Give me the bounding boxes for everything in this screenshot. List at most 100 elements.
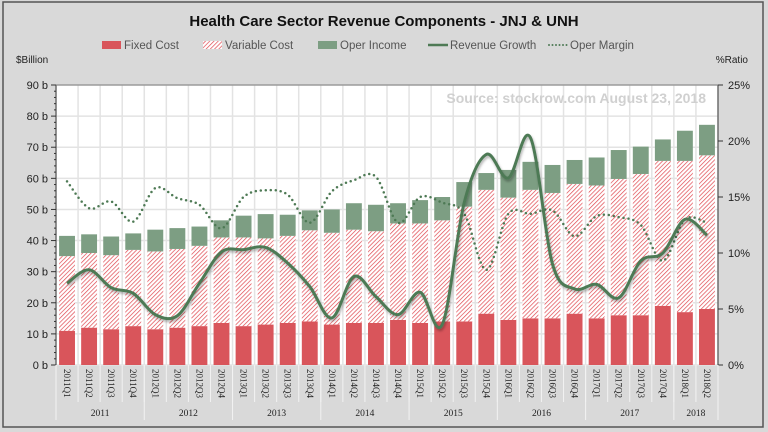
variable-cost-bar (213, 237, 230, 323)
variable-cost-bar (368, 231, 384, 323)
variable-cost-bar (301, 230, 318, 322)
variable-cost-bar (81, 253, 98, 328)
fixed-cost-bar (279, 323, 296, 365)
fixed-cost-bar (500, 319, 517, 365)
left-tick-label: 50 b (27, 204, 48, 216)
variable-cost-bar (478, 189, 495, 314)
fixed-cost-bar (412, 323, 429, 365)
x-tick-label: 2013Q1 (239, 369, 249, 398)
variable-cost-bar (522, 189, 539, 319)
fixed-cost-bar (103, 329, 120, 365)
variable-cost-bar (125, 249, 142, 327)
left-tick-label: 30 b (27, 267, 48, 279)
oper-income-bar (213, 220, 230, 238)
lines (65, 133, 709, 330)
fixed-cost-bar (522, 318, 539, 365)
x-tick-label: 2017Q2 (614, 369, 624, 398)
variable-cost-bar (59, 256, 75, 331)
year-label: 2015 (444, 409, 463, 419)
oper-income-bar (478, 173, 495, 190)
left-tick-label: 80 b (27, 111, 48, 123)
variable-cost-bar (279, 235, 296, 323)
oper-income-bar (125, 233, 142, 250)
year-label: 2011 (91, 409, 110, 419)
x-tick-label: 2011Q2 (84, 369, 94, 398)
oper-income-bar (345, 203, 362, 230)
axes: 0 b 10 b 20 b 30 b 40 b 50 b 60 b 70 b 80 b 90 b 0… (27, 80, 751, 372)
oper-income-bar (59, 235, 75, 257)
variable-cost-bar (632, 173, 649, 316)
fixed-cost-bar (301, 321, 318, 365)
variable-cost-bar (191, 245, 208, 327)
oper-income-bar (676, 130, 693, 161)
left-axis-label: $Billion (16, 55, 48, 66)
left-tick-label: 70 b (27, 142, 48, 154)
legend-label: Oper Margin (570, 40, 634, 52)
oper-income-bar (235, 215, 252, 238)
fixed-cost-bar (257, 324, 274, 365)
fixed-cost-bar (478, 313, 495, 365)
fixed-cost-bar (456, 321, 473, 365)
variable-cost-bar (566, 183, 583, 314)
x-tick-label: 2014Q4 (393, 369, 403, 398)
fixed-cost-bar (81, 327, 98, 365)
fixed-cost-bar (676, 312, 693, 365)
x-tick-label: 2016Q2 (525, 369, 535, 398)
x-tick-label: 2016Q4 (570, 369, 580, 398)
x-tick-label: 2014Q2 (349, 369, 359, 398)
legend-label: Revenue Growth (450, 40, 536, 52)
fixed-cost-bar (323, 324, 340, 365)
watermark: Source: stockrow.com August 23, 2018 (446, 90, 706, 106)
left-tick-label: 90 b (27, 80, 48, 92)
oper-income-bar (368, 204, 384, 232)
fixed-cost-bar (566, 313, 583, 365)
fixed-cost-bar (191, 326, 208, 365)
left-tick-label: 10 b (27, 329, 48, 341)
x-tick-label: 2016Q3 (548, 369, 558, 398)
legend-swatch (102, 41, 121, 49)
year-label: 2012 (179, 409, 198, 419)
variable-cost-bar (412, 223, 429, 323)
fixed-cost-bar (213, 323, 230, 365)
revenue-growth-line (66, 133, 708, 330)
variable-cost-bar (456, 206, 473, 322)
year-label: 2017 (620, 409, 639, 419)
year-label: 2018 (686, 409, 705, 419)
left-tick-label: 40 b (27, 236, 48, 248)
legend-label: Fixed Cost (124, 40, 180, 52)
fixed-cost-bar (632, 315, 649, 365)
x-tick-label: 2012Q2 (172, 369, 182, 398)
chart-title: Health Care Sector Revenue Components - … (189, 13, 578, 30)
fixed-cost-bar (368, 323, 384, 365)
x-tick-label: 2017Q3 (636, 369, 646, 398)
year-label: 2016 (532, 409, 551, 419)
x-tick-label: 2012Q4 (217, 369, 227, 398)
oper-income-bar (699, 124, 715, 156)
fixed-cost-bar (544, 318, 561, 365)
gridlines (55, 84, 719, 366)
left-tick-label: 60 b (27, 173, 48, 185)
x-tick-label: 2014Q3 (371, 369, 381, 398)
oper-income-bar (588, 157, 605, 186)
right-tick-label: 15% (728, 192, 750, 204)
oper-income-bar (301, 210, 318, 231)
oper-income-bar (632, 146, 649, 174)
x-tick-label: 2015Q4 (481, 369, 491, 398)
variable-cost-bar (323, 232, 340, 325)
variable-cost-bar (257, 238, 274, 325)
oper-margin-line (65, 172, 709, 272)
variable-cost-bar (434, 220, 451, 322)
oper-income-bar (610, 150, 627, 179)
legend-swatch (318, 41, 337, 49)
variable-cost-bar (610, 178, 627, 316)
oper-income-bar (544, 164, 561, 193)
x-tick-label: 2013Q3 (283, 369, 293, 398)
fixed-cost-bar (434, 321, 451, 365)
right-tick-label: 5% (728, 304, 744, 316)
fixed-cost-bar (610, 315, 627, 365)
variable-cost-bar (390, 223, 406, 320)
oper-income-bar (434, 197, 451, 221)
variable-cost-bar (654, 160, 671, 306)
